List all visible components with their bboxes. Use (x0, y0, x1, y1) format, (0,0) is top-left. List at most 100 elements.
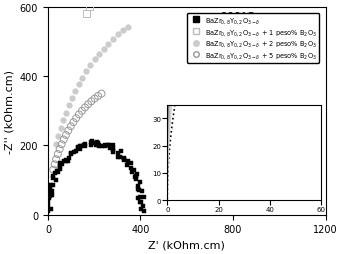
Point (73, 90, 78, 94)
Point (45, 201, 51, 205)
Point (80, 76, 85, 80)
Point (106, 144, 112, 148)
Point (61, 119, 66, 123)
Point (92, 141, 97, 146)
Point (133, 177, 139, 181)
Point (61, 138, 66, 142)
Point (124, 163, 130, 167)
Point (45, 209, 51, 213)
Point (57, 167, 62, 171)
Point (48, 195, 53, 199)
Point (55, 152, 61, 156)
Point (132, 175, 138, 179)
Point (125, 25, 131, 29)
Point (63, 159, 69, 163)
Point (136, 197, 141, 201)
Point (56, 134, 61, 138)
X-axis label: Z' (kOhm.cm): Z' (kOhm.cm) (148, 240, 225, 250)
Point (49, 183, 54, 187)
Point (110, 146, 115, 150)
Point (75, 146, 80, 150)
Point (76, 147, 81, 151)
Point (63, 133, 69, 137)
Point (78, 145, 83, 149)
Point (68, 152, 74, 156)
Point (107, 146, 113, 150)
Point (126, 160, 131, 164)
Point (58, 126, 63, 130)
Point (101, 47, 106, 51)
Point (77, 147, 83, 151)
Point (139, 189, 145, 194)
Point (49, 194, 55, 198)
Point (86, 103, 91, 107)
Point (89, 139, 94, 143)
Point (47, 186, 52, 190)
Point (136, 187, 141, 191)
Point (57, 161, 63, 165)
Point (96, 53, 102, 57)
Point (79, 109, 85, 114)
Point (50, 183, 55, 187)
Point (115, 151, 120, 155)
Point (54, 169, 60, 173)
Point (57, 148, 62, 152)
Point (71, 121, 76, 125)
Point (63, 111, 69, 115)
Point (58, 166, 63, 170)
Point (110, 148, 116, 152)
Point (45, 205, 51, 209)
Point (81, 144, 87, 148)
Point (53, 157, 59, 162)
Point (102, 144, 107, 148)
Point (45, 197, 51, 201)
Point (137, 180, 142, 184)
Point (51, 168, 56, 172)
Point (66, 104, 71, 108)
Point (118, 150, 123, 154)
Point (102, 143, 107, 147)
Point (76, 83, 81, 87)
Point (66, 157, 72, 161)
Point (133, 174, 139, 178)
Point (129, 170, 135, 174)
Point (115, 33, 121, 37)
Point (99, 145, 104, 149)
Point (122, 157, 127, 161)
Point (78, 145, 83, 149)
Point (76, 113, 82, 117)
Point (140, 204, 145, 208)
Y-axis label: -Z'' (kOhm.cm): -Z'' (kOhm.cm) (4, 70, 14, 153)
Point (87, 5, 92, 9)
Point (105, 144, 111, 148)
Point (54, 142, 59, 146)
Point (52, 163, 57, 167)
Point (136, 184, 141, 188)
Point (89, 100, 94, 104)
Point (95, 94, 101, 99)
Point (121, 157, 127, 161)
Point (73, 150, 79, 154)
Point (50, 190, 55, 194)
Point (90, 0, 95, 2)
Point (105, 42, 111, 46)
Point (52, 172, 58, 176)
Legend: BaZr$_{0,8}$Y$_{0,2}$O$_{3-\delta}$, BaZr$_{0,8}$Y$_{0,2}$O$_{3-\delta}$ + 1 pes: BaZr$_{0,8}$Y$_{0,2}$O$_{3-\delta}$, BaZ… (187, 13, 319, 64)
Point (51, 177, 56, 181)
Point (69, 97, 75, 101)
Point (139, 207, 144, 211)
Point (63, 158, 68, 163)
Point (136, 188, 142, 193)
Point (129, 162, 134, 166)
Point (141, 209, 146, 213)
Point (96, 142, 101, 146)
Point (92, 97, 97, 101)
Point (96, 144, 102, 148)
Point (110, 150, 116, 154)
Point (59, 143, 64, 147)
Point (110, 144, 116, 148)
Point (122, 158, 127, 162)
Point (138, 200, 143, 204)
Point (118, 155, 123, 159)
Point (82, 106, 88, 110)
